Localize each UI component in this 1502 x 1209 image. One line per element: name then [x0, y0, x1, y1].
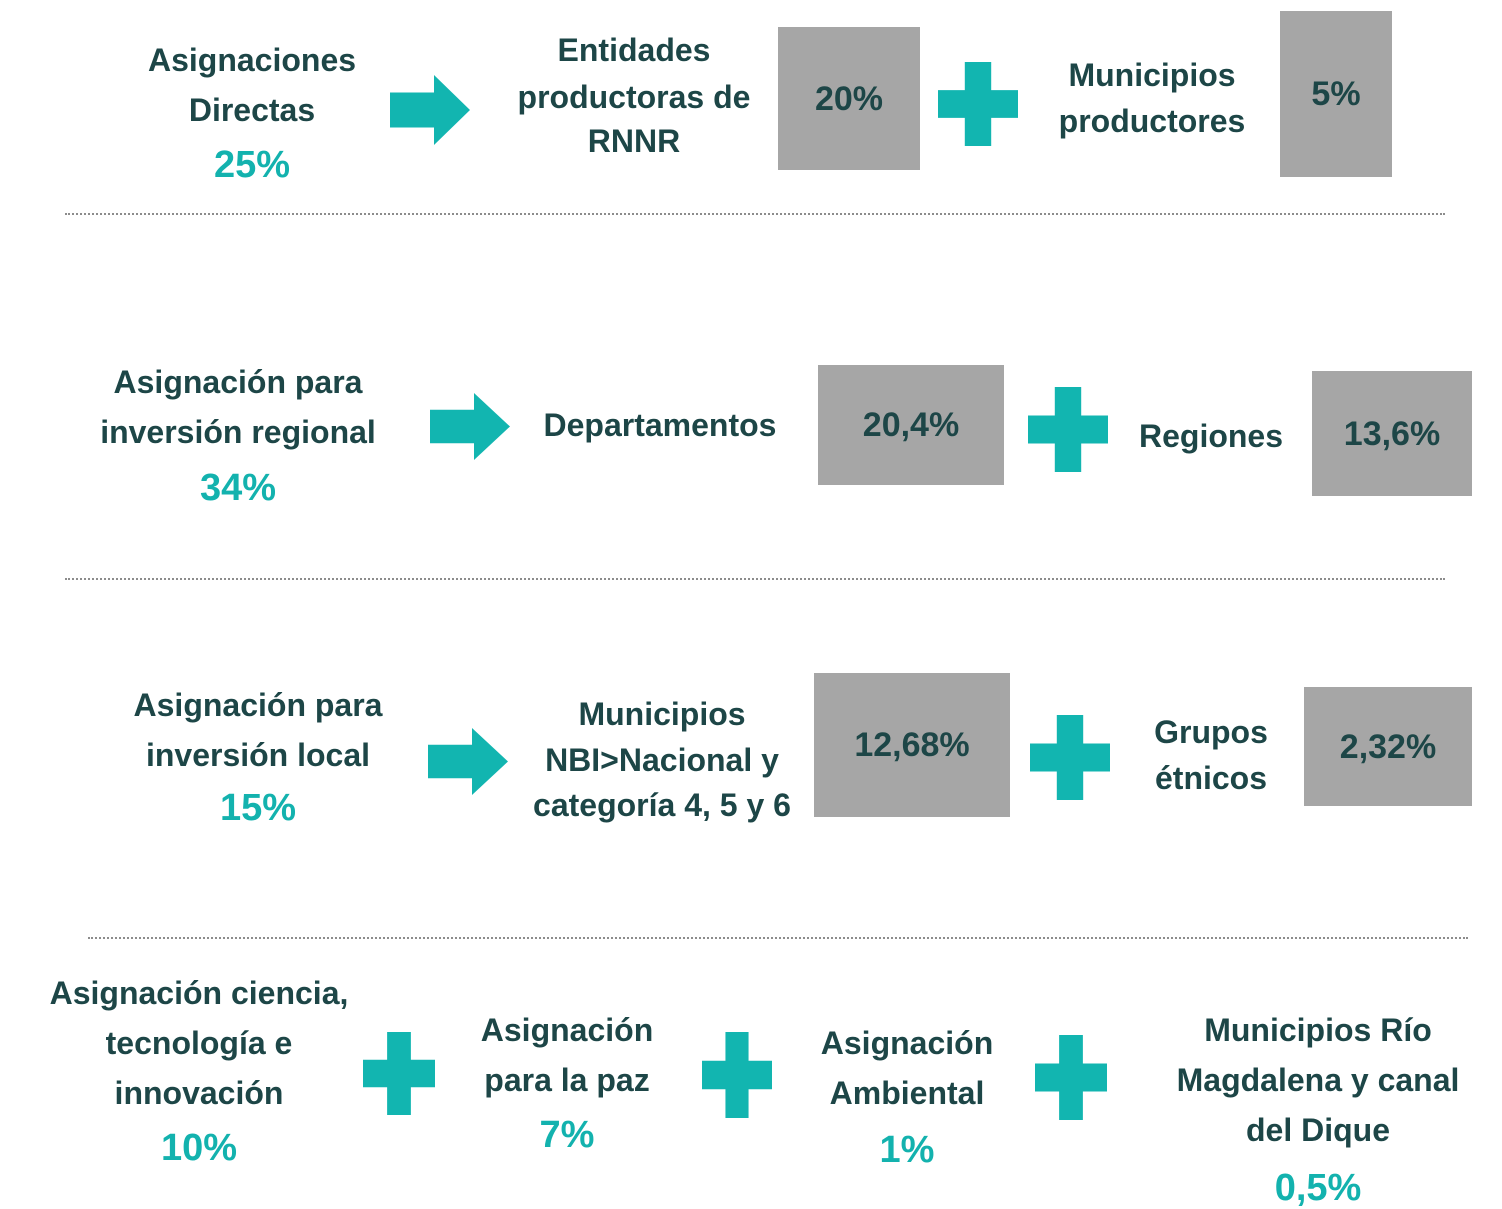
part-share: 13,6% — [1343, 414, 1441, 453]
plus-sign — [1030, 715, 1110, 800]
row-title: inversión regional — [100, 414, 376, 450]
part-share: 12,68% — [854, 726, 970, 764]
part-share: 20,4% — [862, 406, 960, 444]
row-title: inversión local — [145, 737, 371, 773]
value-box — [778, 27, 920, 170]
plus-sign — [702, 1032, 772, 1118]
part-share: 20% — [814, 79, 884, 118]
item-label: del Dique — [1245, 1112, 1391, 1148]
part-label: étnicos — [1154, 760, 1268, 796]
row-title: Asignación para — [133, 687, 383, 723]
row-title: Directas — [188, 92, 316, 128]
item-label: tecnología e — [105, 1025, 293, 1061]
part-label: Regiones — [1138, 418, 1284, 454]
item-share: 7% — [539, 1114, 595, 1156]
item-share: 0,5% — [1274, 1167, 1362, 1209]
plus-sign — [363, 1032, 435, 1115]
item-label: Municipios Río — [1204, 1012, 1432, 1048]
part-label: Municipios — [578, 696, 746, 732]
plus-sign — [938, 62, 1018, 146]
separator — [65, 578, 1445, 580]
part-label: NBI>Nacional y — [545, 742, 779, 778]
value-box — [818, 365, 1004, 485]
row-title: Asignación para — [113, 364, 363, 400]
value-box — [1304, 687, 1472, 806]
plus-sign — [1028, 387, 1108, 472]
separator — [65, 213, 1445, 215]
arrow — [430, 393, 510, 460]
item-label: para la paz — [484, 1062, 650, 1098]
row-share: 25% — [213, 144, 291, 186]
item-share: 1% — [879, 1129, 935, 1171]
arrow — [428, 728, 508, 795]
part-label: categoría 4, 5 y 6 — [533, 787, 791, 823]
part-share: 2,32% — [1339, 727, 1437, 766]
part-label: Entidades — [557, 32, 711, 68]
value-box — [814, 673, 1010, 817]
part-label: productoras de — [517, 79, 751, 115]
part-label: Municipios — [1068, 57, 1236, 93]
item-label: innovación — [114, 1075, 284, 1111]
plus-sign — [1035, 1035, 1107, 1120]
item-share: 10% — [160, 1127, 238, 1169]
part-label: productores — [1058, 103, 1246, 139]
item-label: Asignación — [820, 1025, 994, 1061]
row-title: Asignaciones — [147, 42, 357, 78]
item-label: Asignación ciencia, — [49, 975, 349, 1011]
item-label: Magdalena y canal — [1176, 1062, 1460, 1098]
part-label: RNNR — [587, 123, 681, 159]
part-label: Grupos — [1154, 714, 1268, 750]
arrow — [390, 75, 470, 145]
value-box — [1280, 11, 1392, 177]
item-label: Asignación — [480, 1012, 654, 1048]
part-label: Departamentos — [543, 407, 777, 443]
value-box — [1312, 371, 1472, 496]
separator — [88, 937, 1468, 939]
row-share: 34% — [199, 467, 277, 509]
part-share: 5% — [1311, 75, 1361, 113]
item-label: Ambiental — [829, 1075, 985, 1111]
row-share: 15% — [219, 787, 297, 829]
